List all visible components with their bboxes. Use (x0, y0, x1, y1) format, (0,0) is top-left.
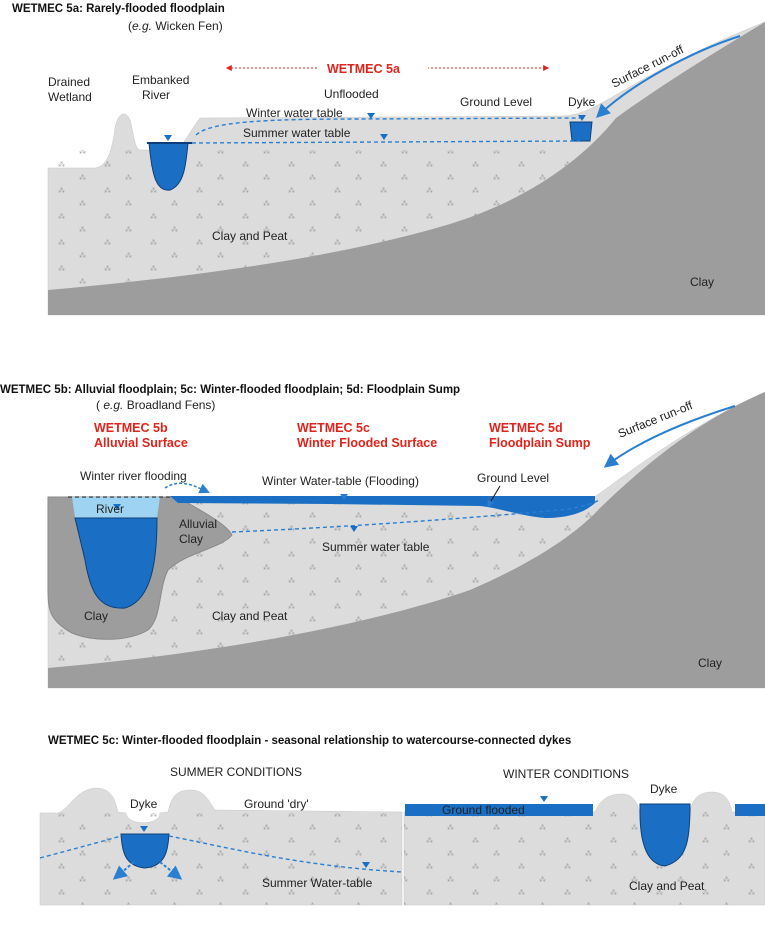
winter-clay-and-peat-label: Clay and Peat (629, 879, 705, 893)
panel-a-dyke-water (569, 121, 593, 142)
winter-flood-band (405, 804, 593, 816)
panel-b-clay-wedge (48, 392, 765, 688)
panel-a-summer-water-table-label: Summer water table (243, 126, 351, 140)
panel-a-river-channel (148, 142, 189, 191)
river-label: River (96, 502, 124, 516)
wetmec-5d-label-2: Floodplain Sump (489, 436, 591, 450)
panel-b-title: WETMEC 5b: Alluvial floodplain; 5c: Wint… (0, 384, 460, 396)
panel-b-surface-runoff-label: Surface run-off (616, 398, 695, 441)
panel-a-wetmec-label: WETMEC 5a (327, 62, 401, 76)
panel-b-ground-level-label: Ground Level (477, 471, 549, 485)
drained-wetland-label-2: Wetland (48, 90, 92, 104)
drained-wetland-label-1: Drained (48, 75, 90, 89)
panel-b-clay-label: Clay (698, 656, 722, 670)
panel-c-title: WETMEC 5c: Winter-flooded floodplain - s… (48, 735, 571, 747)
panel-b: WETMEC 5b: Alluvial floodplain; 5c: Wint… (0, 384, 765, 689)
wetmec-5d-label-1: WETMEC 5d (489, 421, 563, 435)
panel-a-clay-wedge (48, 22, 765, 315)
summer-dyke-water (120, 833, 170, 869)
panel-a-dyke-label: Dyke (568, 95, 596, 109)
panel-b-clay-left-label: Clay (84, 609, 108, 623)
panel-b-river-deep (74, 517, 158, 609)
winter-river-flooding-label: Winter river flooding (80, 469, 187, 483)
alluvial-clay-label-2: Clay (179, 532, 203, 546)
panel-c: WETMEC 5c: Winter-flooded floodplain - s… (39, 735, 765, 906)
panel-a-clay-and-peat-label: Clay and Peat (212, 229, 288, 243)
panel-a-ground-level-label: Ground Level (460, 95, 532, 109)
panel-a-clay-label: Clay (690, 275, 714, 289)
unflooded-label: Unflooded (324, 87, 379, 101)
wetmec-5b-label-2: Alluvial Surface (94, 436, 188, 450)
ground-flooded-label: Ground flooded (442, 803, 525, 817)
panel-b-clay-and-peat-label: Clay and Peat (212, 609, 288, 623)
winter-conditions-label: WINTER CONDITIONS (503, 767, 629, 781)
panel-b-example: ( e.g. Broadland Fens) (96, 398, 215, 412)
wetmec-5b-label-1: WETMEC 5b (94, 421, 168, 435)
ground-dry-label: Ground 'dry' (244, 797, 309, 811)
summer-water-table-label: Summer Water-table (262, 876, 373, 890)
panel-b-winter-water-table-label: Winter Water-table (Flooding) (262, 474, 419, 488)
winter-dyke-label: Dyke (650, 782, 678, 796)
panel-b-summer-water-table-label: Summer water table (322, 540, 430, 554)
panel-a: WETMEC 5a: Rarely-flooded floodplain (e.… (12, 3, 765, 316)
summer-dyke-label: Dyke (130, 797, 158, 811)
wetmec-5c-label-2: Winter Flooded Surface (297, 436, 437, 450)
embanked-river-label-1: Embanked (132, 73, 189, 87)
panel-a-title: WETMEC 5a: Rarely-flooded floodplain (12, 3, 225, 15)
winter-dyke-water (639, 803, 691, 867)
summer-conditions-label: SUMMER CONDITIONS (170, 765, 302, 779)
embanked-river-label-2: River (142, 88, 170, 102)
panel-a-winter-water-table-label: Winter water table (246, 106, 343, 120)
wetmec-5c-label-1: WETMEC 5c (297, 421, 370, 435)
alluvial-clay-label-1: Alluvial (179, 517, 217, 531)
panel-a-example: (e.g. Wicken Fen) (128, 19, 223, 33)
